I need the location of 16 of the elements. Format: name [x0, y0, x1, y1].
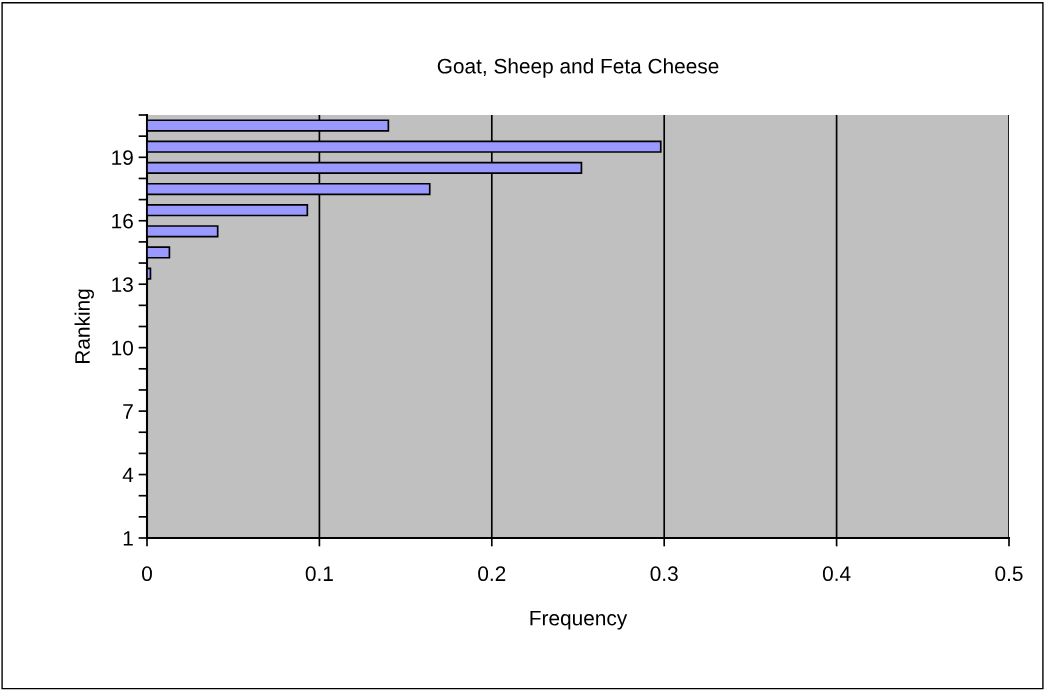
x-tick-label: 0.5 — [995, 566, 1023, 582]
y-tick-label: 19 — [112, 150, 133, 166]
y-tick-label: 13 — [112, 277, 133, 292]
y-tick-label: 4 — [122, 467, 134, 483]
y-tick-label: 16 — [112, 213, 133, 229]
y-axis-title: Ranking — [74, 289, 94, 364]
y-tick-label: 7 — [123, 404, 133, 419]
x-tick-label: 0.2 — [478, 566, 506, 582]
x-tick-label: 0 — [142, 566, 152, 582]
x-tick-label: 0.3 — [650, 566, 678, 582]
chart-title: Goat, Sheep and Feta Cheese — [437, 58, 719, 78]
y-tick-label: 1 — [123, 531, 133, 546]
x-tick-label: 0.1 — [305, 566, 333, 582]
x-axis-title: Frequency — [530, 610, 628, 630]
x-tick-label: 0.4 — [822, 566, 851, 582]
y-tick-label: 10 — [112, 340, 133, 356]
